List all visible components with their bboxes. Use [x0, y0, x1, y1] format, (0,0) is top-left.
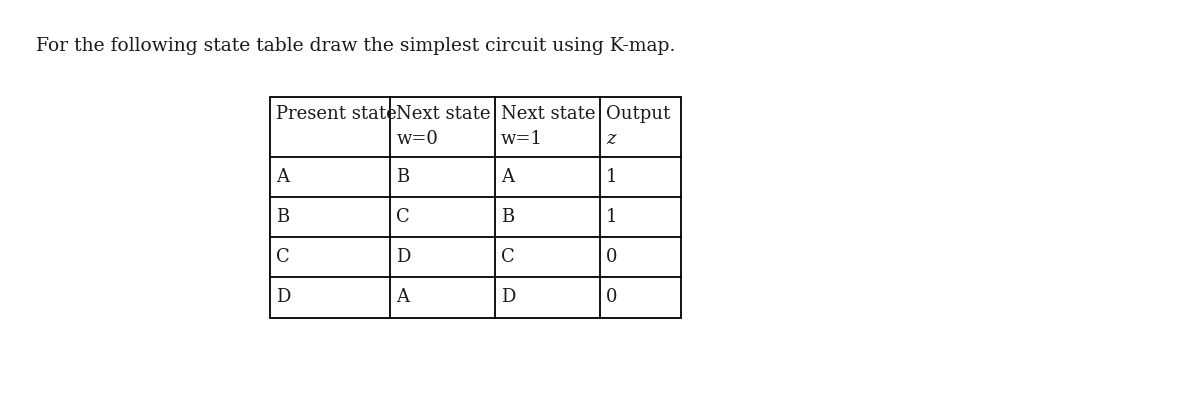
Text: w=1: w=1 [502, 131, 542, 148]
Text: 1: 1 [606, 169, 617, 186]
Text: 0: 0 [606, 289, 617, 306]
Text: For the following state table draw the simplest circuit using K-map.: For the following state table draw the s… [36, 37, 676, 55]
Text: 0: 0 [606, 249, 617, 266]
Text: Output: Output [606, 105, 670, 123]
Text: A: A [396, 289, 409, 306]
Text: C: C [502, 249, 515, 266]
Text: C: C [276, 249, 290, 266]
Text: D: D [276, 289, 290, 306]
Text: A: A [276, 169, 289, 186]
Text: D: D [502, 289, 516, 306]
Text: Present state: Present state [276, 105, 397, 123]
Bar [270, 97, 680, 318]
Text: B: B [502, 209, 515, 226]
Text: z: z [606, 131, 616, 148]
Text: Next state: Next state [396, 105, 491, 123]
Text: w=0: w=0 [396, 131, 438, 148]
Text: B: B [396, 169, 409, 186]
Text: D: D [396, 249, 410, 266]
Text: C: C [396, 209, 410, 226]
Text: Next state: Next state [502, 105, 595, 123]
Text: B: B [276, 209, 289, 226]
Text: A: A [502, 169, 514, 186]
Text: 1: 1 [606, 209, 617, 226]
